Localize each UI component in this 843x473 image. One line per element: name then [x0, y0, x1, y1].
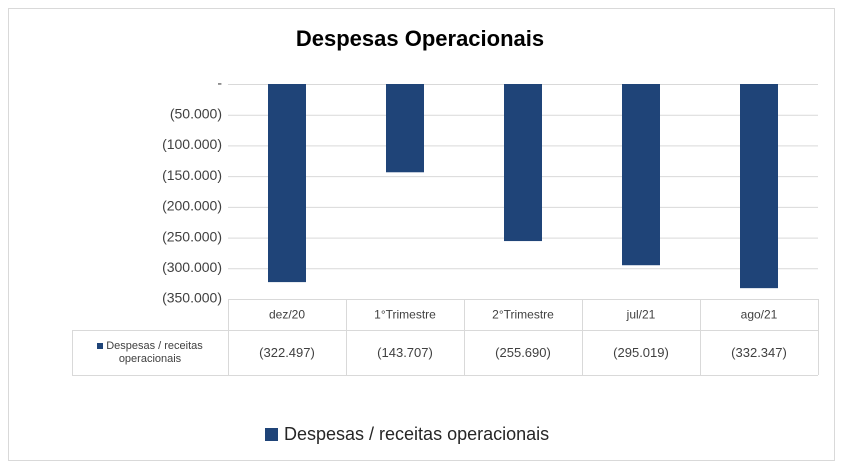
bar: [622, 84, 660, 266]
y-tick-label: (350.000): [162, 290, 222, 306]
chart-frame: [8, 8, 835, 461]
row-header-label: Despesas / receitas operacionais: [74, 340, 226, 366]
table-row-header: Despesas / receitas operacionais: [74, 332, 226, 374]
legend-swatch: [265, 428, 278, 441]
data-label: (332.347): [731, 345, 787, 360]
y-tick-label: (200.000): [162, 198, 222, 214]
x-tick-label: 2°Trimestre: [492, 308, 554, 322]
data-label: (143.707): [377, 345, 433, 360]
y-tick-label: (250.000): [162, 228, 222, 244]
chart-title: Despesas Operacionais: [296, 26, 544, 51]
row-swatch: [97, 343, 104, 350]
legend-label: Despesas / receitas operacionais: [284, 424, 549, 444]
bar: [740, 84, 778, 289]
x-tick-label: ago/21: [741, 308, 778, 322]
bar: [268, 84, 306, 283]
y-tick-label: -: [217, 75, 222, 91]
y-tick-label: (150.000): [162, 167, 222, 183]
bar: [386, 84, 424, 173]
y-tick-label: (50.000): [170, 105, 222, 121]
y-tick-label: (300.000): [162, 259, 222, 275]
x-tick-label: jul/21: [626, 308, 656, 322]
x-tick-label: 1°Trimestre: [374, 308, 436, 322]
bar: [504, 84, 542, 242]
data-label: (255.690): [495, 345, 551, 360]
data-label: (322.497): [259, 345, 315, 360]
data-label: (295.019): [613, 345, 669, 360]
y-tick-label: (100.000): [162, 136, 222, 152]
x-tick-label: dez/20: [269, 308, 305, 322]
row-header-text: Despesas / receitas operacionais: [106, 340, 203, 365]
